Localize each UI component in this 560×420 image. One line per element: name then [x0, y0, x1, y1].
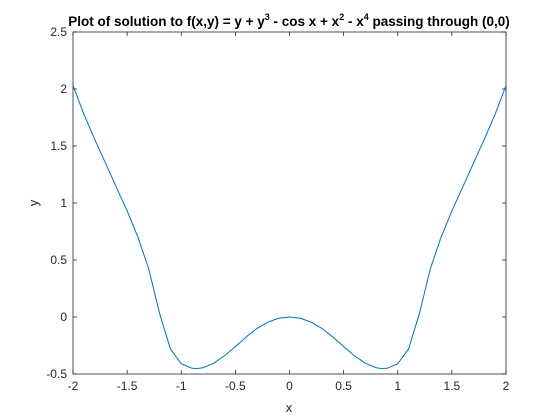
title-superscript-2: 2 [339, 12, 344, 22]
title-part-2: - cos x + x [270, 14, 340, 29]
x-tick-label: 0.5 [335, 379, 352, 393]
y-tick-label: -0.5 [46, 367, 67, 381]
y-tick-label: 0 [60, 310, 67, 324]
title-part-1: Plot of solution to f(x,y) = y + y [68, 14, 265, 29]
x-tick-label: 1 [394, 379, 401, 393]
x-tick-label: 1.5 [444, 379, 461, 393]
plot-axes: -2 -1.5 -1 -0.5 0 0.5 1 1.5 2 -0.5 0 0.5 1 1.5 2 2.5 [46, 25, 509, 393]
x-tick-label: -1.5 [117, 379, 138, 393]
title-part-3: - x [344, 14, 364, 29]
x-tick-label: 0 [286, 379, 293, 393]
solution-curve [72, 85, 507, 370]
title-part-4: passing through (0,0) [369, 14, 510, 29]
title-superscript-3: 4 [364, 12, 369, 22]
y-tick-label: 2 [60, 82, 67, 96]
chart-title: Plot of solution to f(x,y) = y + y3 - co… [68, 12, 510, 29]
y-tick-label: 1 [60, 196, 67, 210]
y-axis-label: y [26, 199, 41, 206]
x-tick-label: 2 [503, 379, 510, 393]
y-tick-label: 1.5 [50, 139, 67, 153]
y-tick-label: 0.5 [50, 253, 67, 267]
x-tick-label: -2 [68, 379, 79, 393]
x-tick-label: -1 [176, 379, 187, 393]
x-axis-label: x [286, 400, 293, 415]
x-tick-label: -0.5 [225, 379, 246, 393]
y-tick-label: 2.5 [50, 25, 67, 39]
title-superscript-1: 3 [265, 12, 270, 22]
plot-area-box [72, 31, 507, 375]
